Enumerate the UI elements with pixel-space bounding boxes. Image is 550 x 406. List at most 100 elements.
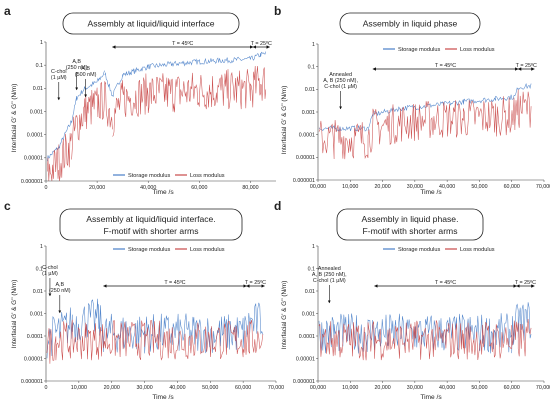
panel-d-series-storage-modulus [318, 302, 532, 354]
legend-label: Storage modulus [128, 247, 170, 253]
annotation-text: A,B [72, 59, 81, 65]
panel-d-legend: Storage modulus Loss modulus [383, 247, 495, 253]
x-tick-label: 20,000 [89, 185, 105, 191]
panel-a-legend: Storage modulus Loss modulus [113, 173, 225, 179]
panel-c-title-box [59, 208, 243, 241]
annotation-text: A,B [55, 282, 64, 288]
annotation-text: A, B (250 nM), [323, 78, 358, 84]
panel-d-ylabel: Interfacial G’ & G’’ (N/m) [281, 281, 288, 350]
panel-a-series-loss-modulus [47, 65, 267, 182]
y-tick-label: 0.00001 [24, 356, 43, 362]
panel-c-annotations: C-chol(1 µM) A,B(250 nM) [42, 265, 71, 314]
y-tick-label: 0.0001 [27, 334, 43, 340]
panel-c-title-line-2: F-motif with shorter arms [103, 226, 198, 236]
panel-d-title-box [336, 208, 484, 241]
panel-d-series [318, 302, 532, 361]
y-tick-label: 0.01 [305, 87, 315, 93]
y-tick-label: 1 [312, 244, 315, 250]
panel-c-series [46, 298, 264, 364]
y-tick-label: 0.0001 [299, 132, 315, 138]
y-tick-label: 0.000001 [293, 178, 315, 184]
y-tick-label: 0.000001 [293, 379, 315, 385]
panel-b-temperature-markers: T = 45ºC T = 25ºC [372, 63, 537, 71]
y-tick-label: 0.1 [308, 266, 315, 272]
y-tick-label: 0.1 [36, 266, 43, 272]
y-tick-label: 0.001 [30, 109, 43, 115]
panel-b-series-storage-modulus [318, 82, 532, 132]
panel-b-x-ticks: 00,000 10,000 20,000 30,000 40,000 50,000 60,0… [310, 180, 550, 190]
annotation-text: (500 nM) [75, 72, 97, 78]
panel-d-temperature-markers: T = 45ºC T = 25ºC [374, 280, 536, 288]
panel-a-x-ticks: 0 20,000 40,000 60,000 80,000 [45, 181, 259, 191]
annotation-text: Annealed [329, 72, 352, 78]
x-tick-label: 40,000 [140, 185, 156, 191]
panel-b-title: Assembly in liquid phase [363, 19, 458, 29]
x-tick-label: 40,000 [439, 184, 455, 190]
panel-b-series [318, 82, 532, 160]
x-tick-label: 50,000 [471, 385, 487, 391]
panel-c-letter: c [4, 199, 11, 213]
panel-b-legend: Storage modulus Loss modulus [383, 47, 495, 53]
x-tick-label: 60,000 [191, 185, 207, 191]
panel-c-series-loss-modulus [46, 319, 264, 364]
y-tick-label: 0.0001 [299, 334, 315, 340]
x-tick-label: 80,000 [242, 185, 258, 191]
annotation-text: C-chol [42, 265, 58, 271]
panel-d-x-ticks: 00,000 10,000 20,000 30,000 40,000 50,000 60,0… [310, 381, 550, 391]
panel-c-y-ticks: 0.000001 0.00001 0.0001 0.001 0.01 0.1 1 [21, 244, 46, 385]
panel-b-letter: b [274, 4, 281, 18]
y-tick-label: 0.000001 [21, 179, 43, 185]
y-tick-label: 0.001 [302, 110, 315, 116]
x-tick-label: 20,000 [374, 184, 390, 190]
x-tick-label: 70,000 [268, 385, 284, 391]
annotation-text: (250 nM) [49, 288, 71, 294]
y-tick-label: 0.1 [308, 64, 315, 70]
x-tick-label: 60,000 [504, 385, 520, 391]
y-tick-label: 0.00001 [296, 155, 315, 161]
y-tick-label: 0.001 [302, 311, 315, 317]
temperature-label: T = 45ºC [172, 41, 193, 47]
x-tick-label: 30,000 [407, 184, 423, 190]
y-tick-label: 1 [40, 40, 43, 46]
y-tick-label: 1 [40, 244, 43, 250]
y-tick-label: 0.01 [33, 86, 43, 92]
annotation-text: A, B (250 nM), [312, 272, 347, 278]
panel-b-series-loss-modulus [318, 89, 532, 160]
x-tick-label: 0 [45, 185, 48, 191]
y-tick-label: 0.0001 [27, 132, 43, 138]
panel-d-xlabel: Time /s [420, 394, 442, 401]
x-tick-label: 50,000 [202, 385, 218, 391]
temperature-label: T = 45ºC [435, 280, 456, 286]
annotation-text: Annealed [318, 266, 341, 272]
panel-a-title: Assembly at liquid/liquid interface [87, 19, 214, 29]
x-tick-label: 40,000 [439, 385, 455, 391]
x-tick-label: 60,000 [504, 184, 520, 190]
panel-a-y-ticks: 0.000001 0.00001 0.0001 0.001 0.01 0.1 1 [21, 40, 46, 185]
panel-c-title-line-1: Assembly at liquid/liquid interface. [86, 214, 215, 224]
panel-c-temperature-markers: T = 45ºC T = 25ºC [103, 280, 266, 288]
panel-d-title-line-2: F-motif with shorter arms [362, 226, 457, 236]
y-tick-label: 0.1 [36, 63, 43, 69]
panel-d-y-ticks: 0.000001 0.00001 0.0001 0.001 0.01 0.1 1 [293, 244, 318, 385]
legend-label: Loss modulus [190, 247, 225, 253]
y-tick-label: 1 [312, 42, 315, 48]
x-tick-label: 0 [45, 385, 48, 391]
panel-b-y-ticks: 0.000001 0.00001 0.0001 0.001 0.01 0.1 1 [293, 42, 318, 184]
panel-d-title-line-1: Assembly in liquid phase. [362, 214, 459, 224]
temperature-label: T = 25ºC [516, 63, 537, 69]
panel-c-x-ticks: 0 10,000 20,000 30,000 40,000 50,000 60,000 70,… [45, 381, 284, 391]
temperature-label: T = 45ºC [435, 63, 456, 69]
annotation-text: A,B [81, 66, 90, 72]
panel-a-temperature-markers: T = 45ºC T = 25ºC [112, 41, 272, 49]
panel-a-annotations: C-chol(1 µM)A,B(250 nM)A,B(500 nM) [51, 59, 97, 101]
panel-d-letter: d [274, 199, 281, 213]
panel-c-ylabel: Interfacial G’ & G’’ (N/m) [11, 280, 18, 349]
panel-c-legend: Storage modulus Loss modulus [113, 247, 225, 253]
legend-label: Storage modulus [398, 247, 440, 253]
annotation-text: C-chol [51, 69, 67, 75]
x-tick-label: 70,000 [536, 385, 550, 391]
x-tick-label: 40,000 [169, 385, 185, 391]
